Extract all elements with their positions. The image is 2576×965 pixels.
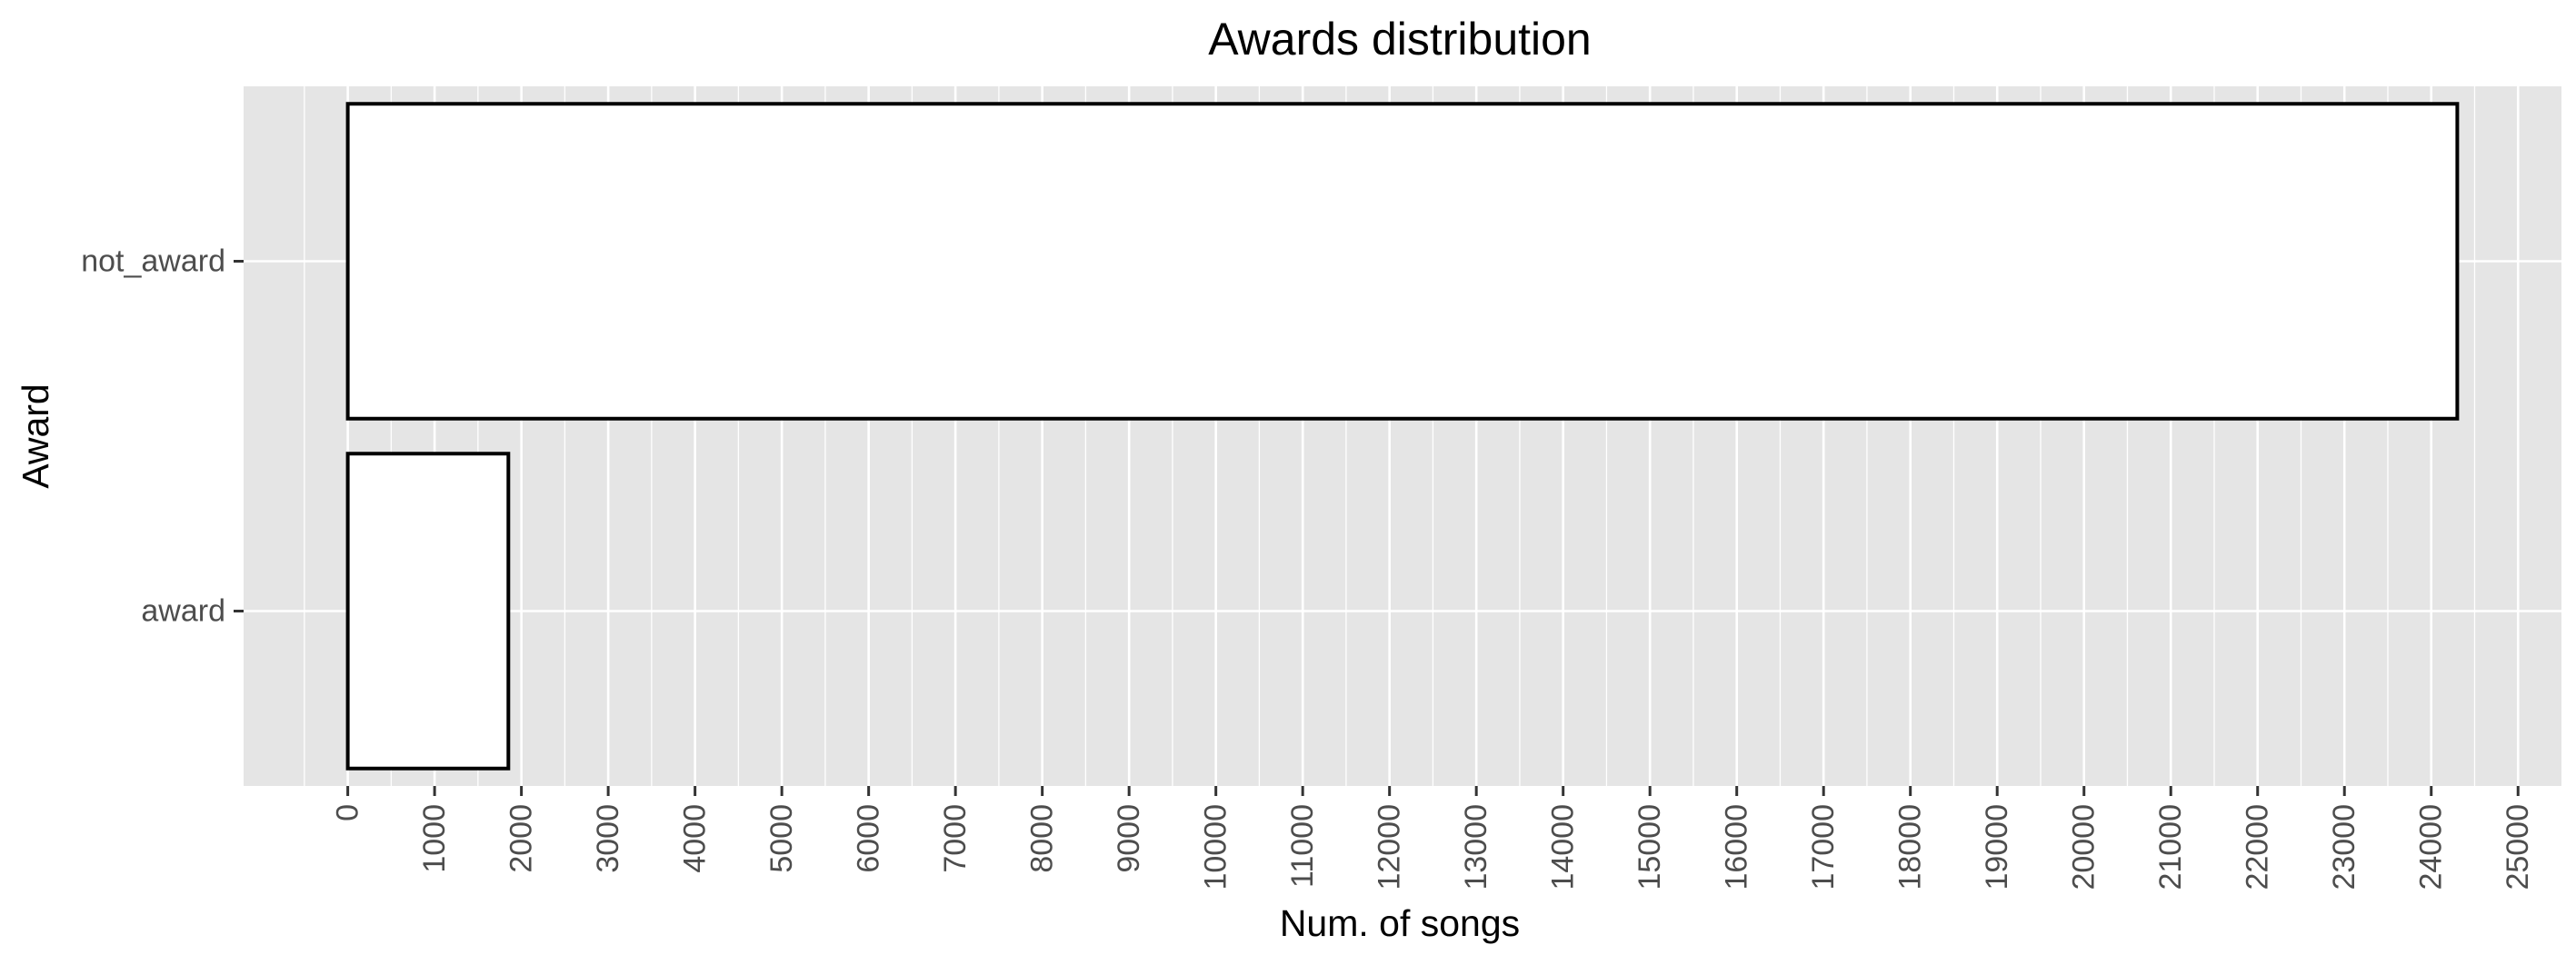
x-tick-label: 25000 [2501,804,2535,890]
x-tick-label: 18000 [1893,804,1928,890]
x-tick-label: 1000 [417,804,452,873]
x-tick-label: 24000 [2414,804,2449,890]
x-tick-label: 20000 [2067,804,2102,890]
x-tick-label: 9000 [1112,804,1146,873]
x-tick-label: 11000 [1285,804,1320,888]
x-tick-label: 7000 [938,804,973,873]
x-tick-label: 21000 [2153,804,2188,890]
x-tick-label: 8000 [1025,804,1060,873]
x-tick-label: 19000 [1980,804,2014,890]
x-tick-label: 12000 [1373,804,1407,890]
x-tick-label: 22000 [2241,804,2275,890]
chart-title: Awards distribution [1208,14,1592,65]
x-tick-label: 5000 [764,804,799,873]
x-axis-title: Num. of songs [1280,902,1520,944]
y-axis-title: Award [15,383,56,488]
x-tick-label: 13000 [1459,804,1493,890]
x-tick-label: 23000 [2327,804,2361,890]
x-tick-label: 6000 [852,804,886,873]
x-axis: 0 1000 2000 3000 4000 5000 6000 7000 8000 9000 100… [331,786,2535,890]
bar-not_award [345,102,2460,421]
x-tick-label: 15000 [1632,804,1667,890]
bar-award [345,452,511,771]
x-tick-label: 2000 [504,804,539,873]
y-tick-label: award [141,594,225,629]
x-tick-label: 14000 [1546,804,1581,890]
x-tick-label: 3000 [591,804,625,873]
y-tick-label: not_award [81,244,225,279]
x-tick-label: 4000 [678,804,713,873]
y-axis: award not_award [81,244,244,629]
x-tick-label: 16000 [1720,804,1754,890]
x-tick-label: 17000 [1806,804,1841,890]
x-tick-label: 10000 [1199,804,1233,890]
x-tick-label: 0 [331,804,365,821]
bars [345,102,2460,771]
